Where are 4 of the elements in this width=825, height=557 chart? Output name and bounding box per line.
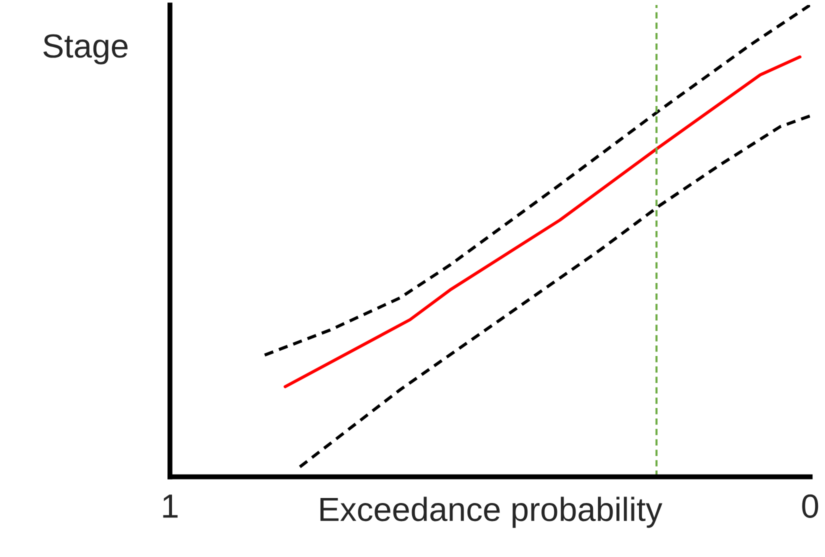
x-tick-label: 1 — [163, 494, 178, 518]
x-axis-title: Exceedance probability — [320, 496, 662, 528]
x-tick-label: 0 — [802, 494, 818, 518]
y-axis-title: Stage — [43, 34, 128, 64]
